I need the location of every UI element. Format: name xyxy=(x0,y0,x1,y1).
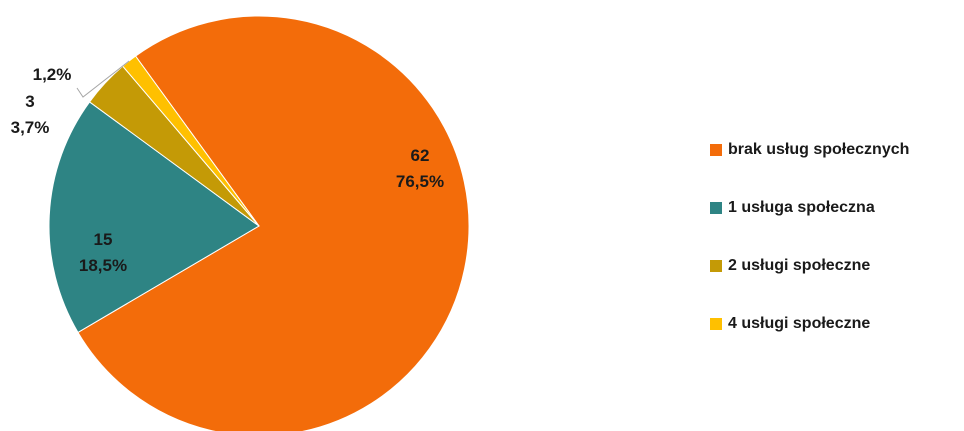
legend-item-brak-uslug: brak usług społecznych xyxy=(710,140,964,160)
legend-swatch xyxy=(710,260,722,272)
data-label-2: 3 3,7% xyxy=(11,92,50,137)
legend-swatch xyxy=(710,144,722,156)
pie-slice-1 xyxy=(48,101,260,334)
legend-item-1-usluga: 1 usługa społeczna xyxy=(710,198,964,218)
legend-swatch xyxy=(710,318,722,330)
data-label-1: 15 18,5% xyxy=(79,230,127,275)
data-label-3: 1,2% xyxy=(33,65,72,84)
legend-label: brak usług społecznych xyxy=(728,141,910,158)
legend-label: 2 usługi społeczne xyxy=(728,257,871,274)
legend-label: 4 usługi społeczne xyxy=(728,315,871,332)
data-label-0: 62 76,5% xyxy=(396,146,444,191)
legend-swatch xyxy=(710,202,722,214)
chart-legend: brak usług społecznych 1 usługa społeczn… xyxy=(710,140,964,372)
leader-line xyxy=(76,60,130,98)
legend-item-4-uslugi: 4 usługi społeczne xyxy=(710,314,964,334)
legend-item-2-uslugi: 2 usługi społeczne xyxy=(710,256,964,276)
legend-label: 1 usługa społeczna xyxy=(728,199,875,216)
pie-slice-0 xyxy=(77,15,470,431)
pie-chart: 62 76,5% 15 18,5% 3 3,7% 1,2% xyxy=(11,15,470,431)
